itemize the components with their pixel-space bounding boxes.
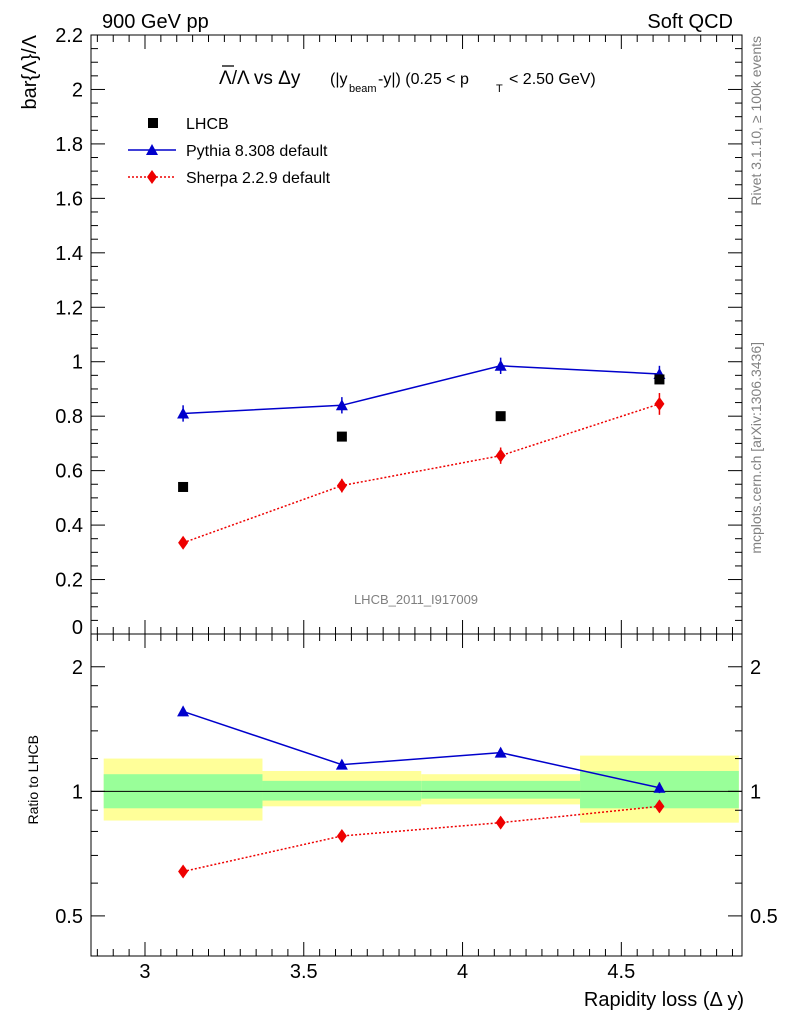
- sherpa-ratio-point: [495, 815, 506, 830]
- title-range-mid: -y|) (0.25 < p: [378, 71, 469, 88]
- mcplots-label: mcplots.cern.ch [arXiv:1306.3436]: [748, 342, 764, 554]
- main-y-tick-label: 1.6: [55, 188, 83, 210]
- x-tick-label: 4: [457, 961, 468, 983]
- ratio-panel-bands: [103, 755, 739, 823]
- plot-title: Λ/Λ vs Δy (|y beam -y|) (0.25 < p T < 2.…: [219, 65, 596, 95]
- main-y-tick-label: 0.8: [55, 406, 83, 428]
- sherpa-point: [495, 448, 506, 463]
- sherpa-point: [654, 396, 665, 411]
- ratio-y-tick-label-right: 0.5: [750, 906, 778, 928]
- main-panel-axes: 0 0.2 0.4 0.6 0.8 1 1.2 1.4 1.6 1.8 2 2.2: [55, 25, 742, 639]
- sherpa-ratio-line: [182, 805, 660, 873]
- legend-lhcb-marker: [148, 118, 158, 128]
- main-y-tick-label: 1.2: [55, 297, 83, 319]
- sherpa-ratio-point: [178, 864, 189, 879]
- analysis-tag: LHCB_2011_I917009: [354, 592, 478, 607]
- title-range-close: < 2.50 GeV): [509, 71, 596, 88]
- pythia-ratio-point: [653, 781, 666, 793]
- main-y-tick-label: 1.4: [55, 243, 83, 265]
- x-tick-label: 3.5: [290, 961, 318, 983]
- main-y-axis-title: bar{Λ}/Λ: [19, 34, 41, 109]
- header-right: Soft QCD: [647, 11, 733, 33]
- lhcb-point: [336, 431, 347, 442]
- ratio-y-axis-title: Ratio to LHCB: [25, 735, 41, 824]
- ratio-y-tick-label-left: 0.5: [55, 906, 83, 928]
- pythia-point: [335, 399, 348, 411]
- pythia-ratio-line: [182, 710, 660, 789]
- lhcb-point: [178, 481, 189, 492]
- ratio-panel-series: [177, 705, 666, 879]
- ratio-y-tick-label-right: 2: [750, 657, 761, 679]
- main-y-tick-label: 0.6: [55, 461, 83, 483]
- legend-pythia-marker: [146, 144, 158, 155]
- x-axis-title: Rapidity loss (Δ y): [584, 989, 744, 1011]
- ratio-y-tick-label-left: 2: [72, 657, 83, 679]
- sherpa-ratio-point: [336, 828, 347, 843]
- x-tick-label: 3: [139, 961, 150, 983]
- main-y-tick-label: 1.8: [55, 134, 83, 156]
- main-y-tick-label: 0.4: [55, 515, 83, 537]
- legend-sherpa-label: Sherpa 2.2.9 default: [186, 170, 331, 187]
- ratio-inner-band: [421, 780, 581, 799]
- sherpa-point: [178, 535, 189, 550]
- title-range-open: (|y: [330, 71, 347, 88]
- ratio-y-tick-label-right: 1: [750, 781, 761, 803]
- main-y-tick-label: 0.2: [55, 570, 83, 592]
- sherpa-ratio-point: [654, 799, 665, 814]
- ratio-inner-band: [262, 780, 422, 801]
- main-y-tick-label: 0: [72, 617, 83, 639]
- main-y-tick-label: 2: [72, 79, 83, 101]
- title-ratio: Λ/Λ vs Δy: [219, 68, 301, 89]
- main-panel-series: [177, 357, 666, 550]
- pythia-ratio-point: [494, 746, 507, 758]
- title-sub-beam: beam: [349, 83, 377, 95]
- ratio-panel-frame: [90, 633, 743, 957]
- lhcb-point: [654, 374, 665, 385]
- legend-sherpa-marker: [147, 170, 157, 184]
- lhcb-point: [495, 411, 506, 422]
- legend: LHCB Pythia 8.308 default Sherpa 2.2.9 d…: [128, 116, 331, 187]
- ratio-y-tick-label-left: 1: [72, 781, 83, 803]
- rivet-label: Rivet 3.1.10, ≥ 100k events: [748, 36, 764, 206]
- pythia-ratio-point: [335, 758, 348, 770]
- legend-pythia-label: Pythia 8.308 default: [186, 143, 328, 160]
- header-left: 900 GeV pp: [102, 11, 209, 33]
- legend-lhcb-label: LHCB: [186, 116, 229, 133]
- x-tick-label: 4.5: [607, 961, 635, 983]
- pythia-point: [494, 359, 507, 371]
- sherpa-point: [336, 478, 347, 493]
- pythia-line: [183, 365, 660, 415]
- sherpa-line: [182, 403, 660, 544]
- ratio-panel-axes: 0.5 0.5 1 1 2 2 3 3.5 4 4.5: [55, 634, 778, 983]
- title-sub-t: T: [496, 83, 503, 95]
- main-y-tick-label: 1: [72, 352, 83, 374]
- pythia-point: [177, 407, 190, 419]
- main-y-tick-label: 2.2: [55, 25, 83, 47]
- pythia-ratio-point: [177, 705, 190, 717]
